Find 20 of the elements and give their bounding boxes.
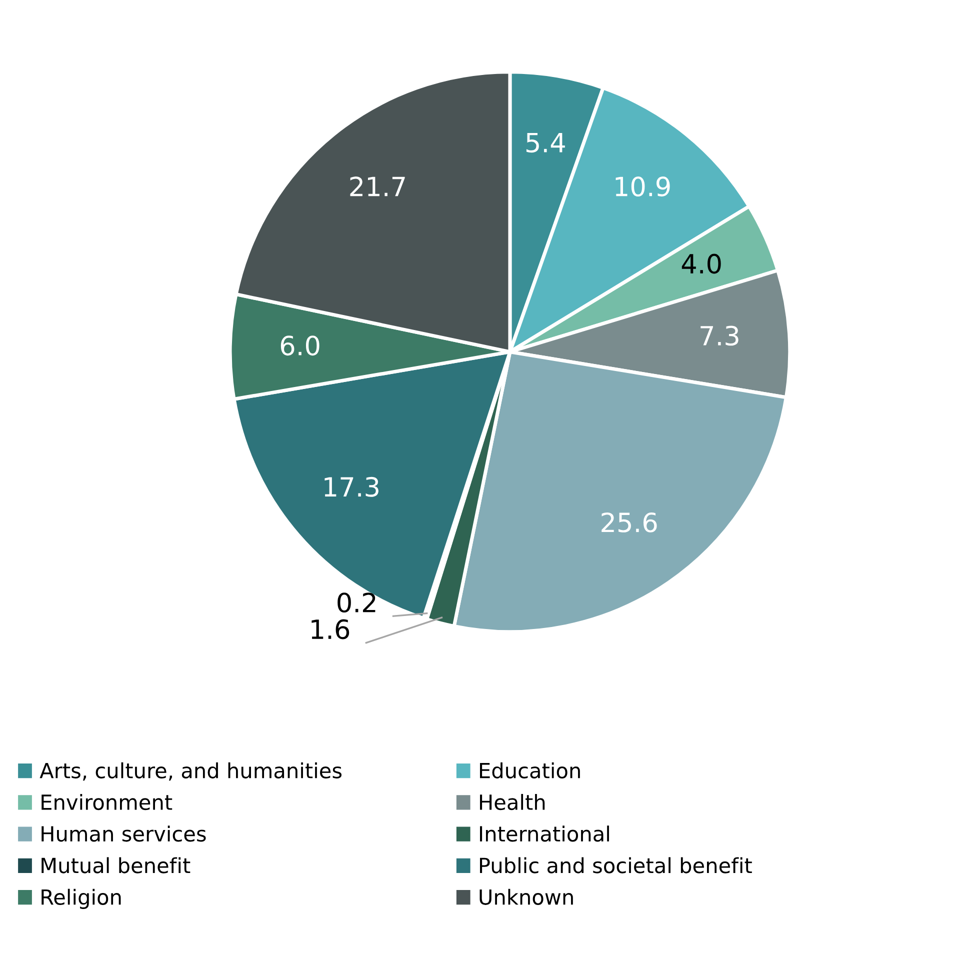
legend-label: Human services — [42, 826, 206, 842]
data-label: 4.0 — [682, 254, 721, 274]
legend-label: Education — [480, 762, 580, 778]
data-label: 6.0 — [280, 336, 320, 356]
legend-label: Arts, culture, and humanities — [40, 762, 342, 781]
data-label: 17.3 — [324, 476, 378, 497]
data-label: 25.6 — [602, 512, 657, 532]
data-label: 7.3 — [700, 326, 738, 346]
legend-label: Health — [480, 794, 545, 810]
data-label: 21.7 — [350, 176, 405, 196]
data-label: 1.6 — [312, 619, 350, 640]
legend-label: Unknown — [480, 888, 573, 905]
legend-label: Public and societal benefit — [480, 857, 752, 874]
data-label: 0.2 — [338, 592, 376, 613]
legend-label: Mutual benefit — [42, 857, 190, 874]
data-label: 5.4 — [526, 132, 565, 153]
legend-label: Religion — [42, 888, 121, 909]
legend-label: International — [480, 826, 609, 842]
data-label: 10.9 — [616, 176, 670, 196]
legend-label: Environment — [42, 794, 172, 810]
